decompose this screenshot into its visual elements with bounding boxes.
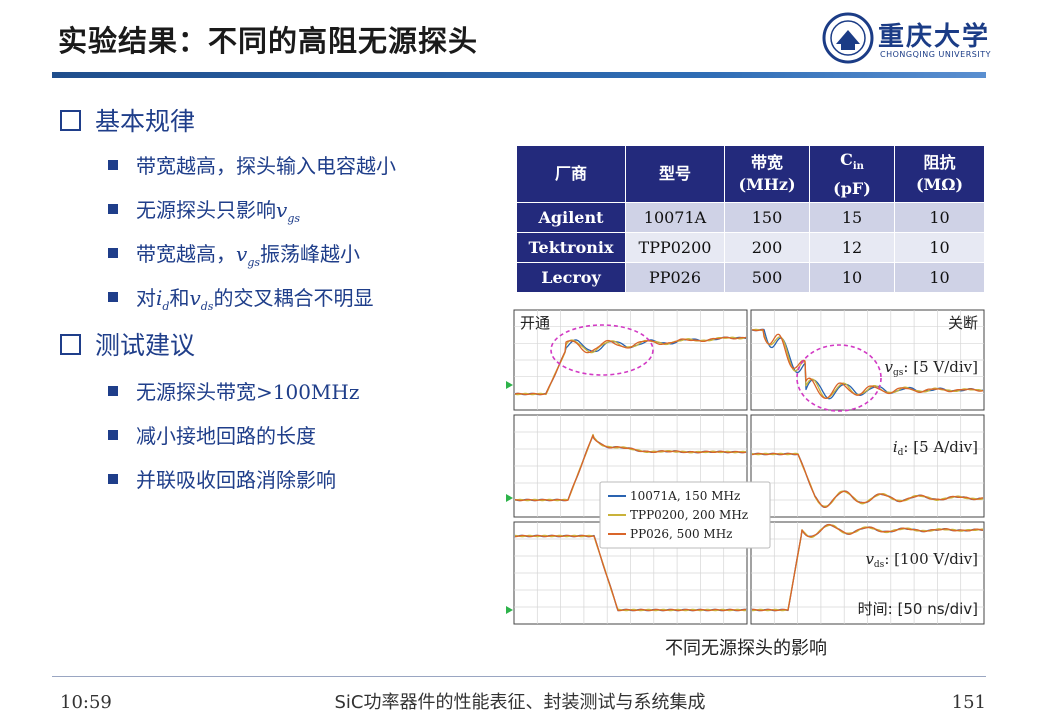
col-header-bandwidth: 带宽 (MHz) [724,145,810,203]
section-heading-test-advice: 测试建议 [60,326,195,362]
waveform-plot-grid: 开通 关断 vgs: [5 V/div] id: [5 A/div] vds: … [506,309,985,625]
probe-spec-table: 厂商 型号 带宽 (MHz) Cin (pF) 阻抗 (MΩ) Agilent 100… [516,145,985,293]
legend-entry-2: TPP0200, 200 MHz [630,508,748,522]
panel-label-turn-on: 开通 [520,314,550,332]
table-row: Lecroy PP026 500 10 10 [516,262,985,293]
footer-divider [52,676,986,677]
bullet-item: 无源探头只影响vgs [108,194,300,225]
table-row: Agilent 10071A 150 15 10 [516,202,985,233]
table-row: Tektronix TPP0200 200 12 10 [516,232,985,263]
bullet-square-icon [108,204,118,214]
ground-marker-icon [506,494,513,502]
bullet-item: 对id和vds的交叉耦合不明显 [108,282,373,313]
bullet-item: 带宽越高，探头输入电容越小 [108,150,396,179]
university-name: 重庆大学 [878,22,991,52]
bullet-square-icon [108,292,118,302]
footer-course-title: SiC功率器件的性能表征、封装测试与系统集成 [334,692,706,713]
title-underline-bar [52,72,986,78]
bullet-square-icon [108,430,118,440]
university-name-en: CHONGQING UNIVERSITY [880,50,991,59]
time-scale-label: 时间: [50 ns/div] [858,600,978,618]
bullet-item: 无源探头带宽>100MHz [108,376,359,405]
scope-panel [750,521,985,625]
bullet-item: 减小接地回路的长度 [108,420,316,449]
footer-page-number: 151 [951,692,986,713]
bullet-square-icon [108,386,118,396]
legend-entry-3: PP026, 500 MHz [630,527,732,541]
waveform-trace-PP026 [514,434,747,502]
ground-marker-icon [506,606,513,614]
section-heading-basic-rules: 基本规律 [60,102,195,138]
waveform-trace-PP026 [515,534,746,612]
bullet-square-icon [108,248,118,258]
highlight-ellipse-turn-on [550,324,654,376]
figure-caption: 不同无源探头的影响 [665,638,827,659]
chart-legend: 10071A, 150 MHz TPP0200, 200 MHz PP026, … [599,481,771,549]
waveform-trace-PP026 [514,336,747,396]
university-emblem-icon [822,12,874,64]
col-header-cin: Cin (pF) [809,145,895,203]
row-label-vds: vds: [100 V/div] [865,550,978,570]
legend-entry-1: 10071A, 150 MHz [630,489,740,503]
waveform-trace-PP026 [751,328,984,399]
bullet-square-icon [108,474,118,484]
footer-time: 10:59 [60,692,112,713]
waveform-trace-PP026 [751,452,983,508]
row-label-id: id: [5 A/div] [893,438,978,458]
row-label-vgs: vgs: [5 V/div] [885,358,978,378]
panel-label-turn-off: 关断 [948,314,978,332]
col-header-vendor: 厂商 [516,145,626,203]
slide-title: 实验结果：不同的高阻无源探头 [58,24,479,58]
waveform-trace-PP026 [751,523,984,612]
table-header-row: 厂商 型号 带宽 (MHz) Cin (pF) 阻抗 (MΩ) [516,145,985,203]
checkbox-square-icon [60,110,81,131]
col-header-impedance: 阻抗 (MΩ) [894,145,985,203]
ground-marker-icon [506,381,513,389]
university-logo: 重庆大学 CHONGQING UNIVERSITY [822,12,992,64]
bullet-item: 并联吸收回路消除影响 [108,464,336,493]
checkbox-square-icon [60,334,81,355]
highlight-ellipse-turn-off [796,344,882,412]
scope-panel [513,309,748,411]
scope-panel [750,414,985,518]
col-header-model: 型号 [625,145,725,203]
bullet-item: 带宽越高，vgs振荡峰越小 [108,238,360,269]
bullet-square-icon [108,160,118,170]
